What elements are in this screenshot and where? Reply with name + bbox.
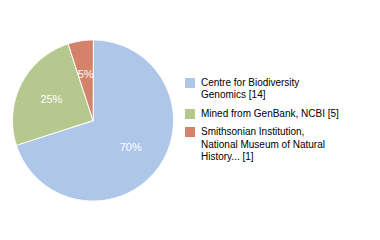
svg-text:5%: 5% bbox=[78, 68, 94, 80]
html-text:Smithsonian Institution, Natio: Smithsonian Institution, National Museum… bbox=[201, 126, 325, 162]
html-text:Centre for Biodiversity Genomi: Centre for Biodiversity Genomics [14] bbox=[201, 76, 300, 100]
svg-text:70%: 70% bbox=[120, 141, 142, 153]
html-text:Mined from GenBank, NCBI [5]: Mined from GenBank, NCBI [5] bbox=[201, 107, 339, 119]
svg-text:25%: 25% bbox=[40, 93, 62, 105]
